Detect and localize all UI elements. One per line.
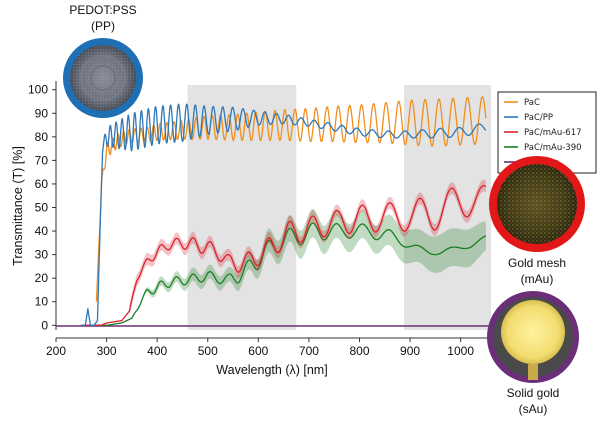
series-pac-pp [80, 103, 487, 326]
x-axis-title: Wavelength (λ) [nm] [216, 363, 327, 377]
y-tick-label: 80 [35, 130, 49, 144]
x-tick-label: 200 [46, 344, 66, 358]
pp-title-line1: PEDOT:PSS [69, 3, 136, 17]
y-tick-label: 90 [35, 106, 49, 120]
y-tick-label: 30 [35, 248, 49, 262]
sau-label-line1: Solid gold [507, 386, 560, 400]
x-tick-label: 300 [97, 344, 117, 358]
y-tick-label: 50 [35, 201, 49, 215]
series-band-pac-mau-390 [81, 209, 486, 326]
series-band-pac-mau-617 [81, 179, 486, 326]
x-tick-label: 800 [349, 344, 369, 358]
series-line-pac-pp [80, 103, 487, 326]
legend-label: PaC/mAu-390 [524, 143, 582, 153]
y-axis-title: Transmittance (T) [%] [11, 146, 25, 266]
pp-title-line2: (PP) [91, 19, 115, 33]
x-tick-label: 900 [400, 344, 420, 358]
axes: 0 10 20 30 40 50 60 70 80 90 100 200 300 400 500 600 700… [28, 81, 493, 358]
x-tick-label: 700 [299, 344, 319, 358]
y-tick-label: 100 [28, 83, 48, 97]
y-tick-label: 40 [35, 224, 49, 238]
x-tick-label: 600 [248, 344, 268, 358]
series-pac-mau-617 [80, 179, 487, 326]
y-tick-label: 0 [41, 318, 48, 332]
legend-label: PaC [524, 98, 540, 108]
legend-label: PaC/mAu-617 [524, 128, 582, 138]
y-tick-label: 70 [35, 153, 49, 167]
sau-sample-group: Solid gold (sAu) [487, 291, 579, 416]
x-tick-label: 1000 [447, 344, 474, 358]
y-tick-label: 10 [35, 295, 49, 309]
series-line-pac-mau-617 [80, 185, 487, 326]
legend-label: PaC/PP [524, 113, 553, 123]
x-tick-label: 400 [147, 344, 167, 358]
mau-label-line2: (mAu) [521, 272, 554, 286]
series-pac-mau-390 [80, 209, 487, 326]
mau-sample-group: Gold mesh (mAu) [489, 156, 585, 286]
pp-sample-group: PEDOT:PSS (PP) [63, 3, 143, 118]
y-tick-label: 60 [35, 177, 49, 191]
series-line-pac-mau-390 [80, 222, 487, 326]
x-tick-label: 500 [198, 344, 218, 358]
data-series [55, 96, 490, 327]
mau-label-line1: Gold mesh [508, 256, 566, 270]
sau-label-line2: (sAu) [519, 402, 548, 416]
y-tick-label: 20 [35, 271, 49, 285]
